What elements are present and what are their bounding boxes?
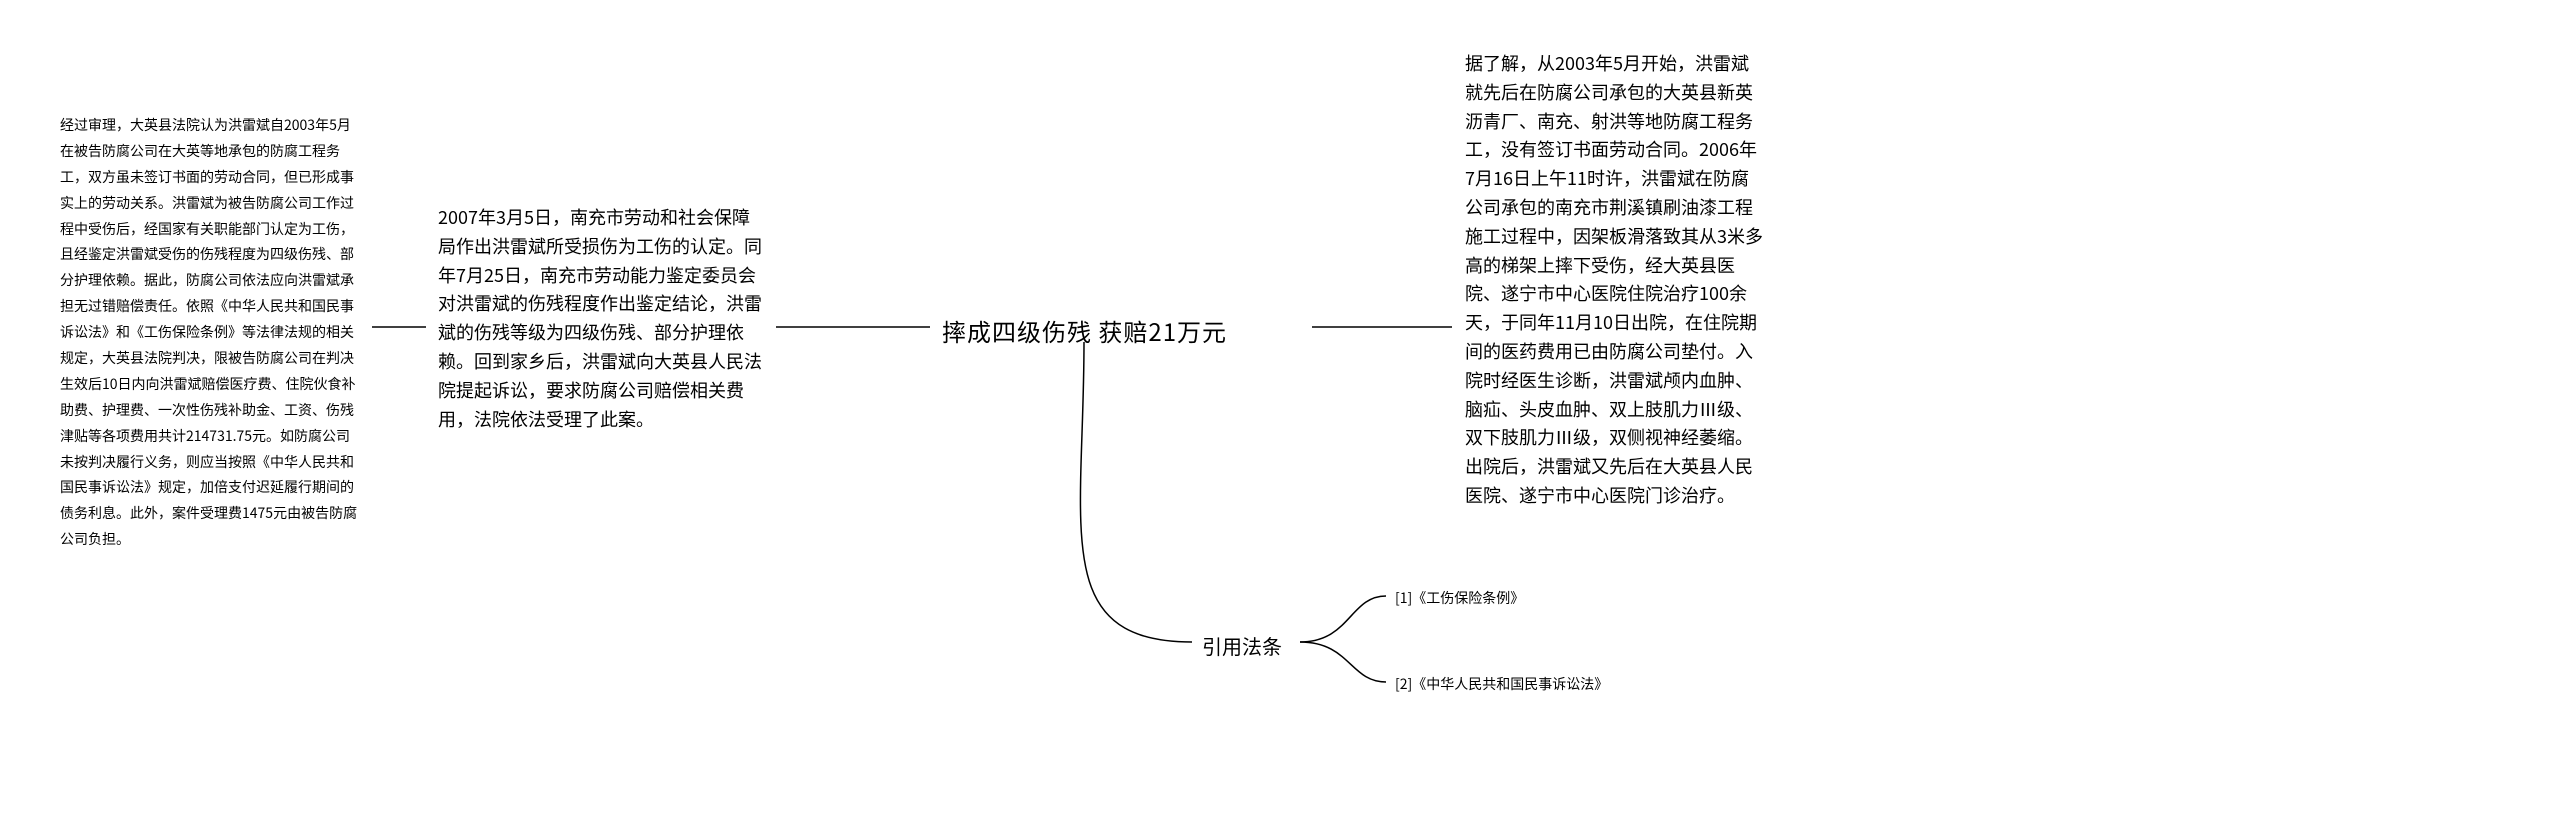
edges-layer [0,0,2560,839]
mindmap-canvas: 摔成四级伤残 获赔21万元 2007年3月5日，南充市劳动和社会保障局作出洪雷斌… [0,0,2560,839]
right-detail-node: 据了解，从2003年5月开始，洪雷斌就先后在防腐公司承包的大英县新英沥青厂、南充… [1465,49,1765,510]
cite-2-node: [2]《中华人民共和国民事诉讼法》 [1395,672,1695,698]
left-level2-node: 2007年3月5日，南充市劳动和社会保障局作出洪雷斌所受损伤为工伤的认定。同年7… [438,203,763,433]
cite-1-node: [1]《工伤保险条例》 [1395,586,1645,612]
left-level3-node: 经过审理，大英县法院认为洪雷斌自2003年5月在被告防腐公司在大英等地承包的防腐… [60,113,360,553]
center-node: 摔成四级伤残 获赔21万元 [942,314,1302,348]
edge-center-to-cites [1080,342,1192,642]
cites-label-node: 引用法条 [1202,630,1322,662]
